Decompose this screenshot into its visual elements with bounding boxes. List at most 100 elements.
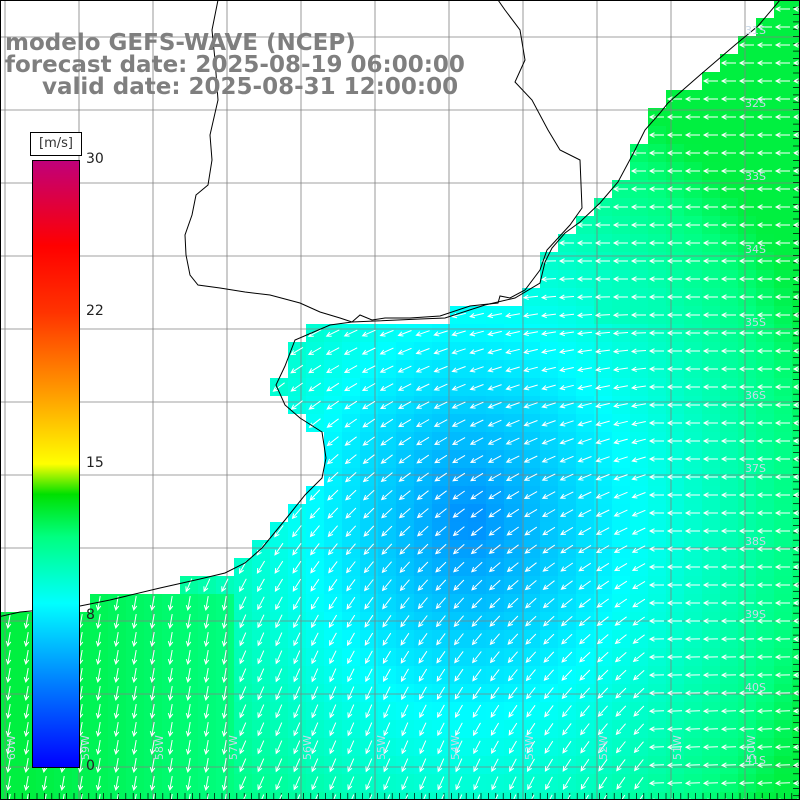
lon-label: 56W bbox=[301, 735, 314, 760]
wind-arrow bbox=[720, 654, 737, 660]
wind-arrow bbox=[594, 294, 611, 300]
wind-arrow bbox=[239, 578, 247, 593]
wind-arrow bbox=[362, 400, 376, 410]
wind-arrow bbox=[577, 366, 592, 373]
wind-arrow bbox=[720, 438, 736, 444]
wind-arrow bbox=[188, 794, 191, 800]
wind-arrow bbox=[774, 42, 790, 48]
wind-arrow bbox=[5, 704, 12, 719]
wind-arrow bbox=[684, 222, 700, 228]
wind-arrow bbox=[221, 758, 228, 773]
wind-arrow bbox=[347, 758, 355, 773]
wind-arrow bbox=[616, 776, 626, 790]
wind-arrow bbox=[401, 722, 409, 737]
wind-arrow bbox=[630, 294, 646, 300]
wind-arrow bbox=[738, 366, 754, 372]
wind-arrow bbox=[702, 564, 718, 570]
wind-arrow bbox=[738, 330, 754, 336]
wind-arrow bbox=[98, 794, 101, 800]
wind-arrow bbox=[756, 78, 772, 84]
ocean-cell bbox=[180, 792, 198, 800]
wind-arrow bbox=[720, 114, 736, 120]
wind-arrow bbox=[203, 740, 210, 755]
wind-arrow bbox=[365, 704, 373, 719]
wind-arrow bbox=[560, 616, 573, 627]
colorbar-tick-15: 15 bbox=[86, 455, 104, 471]
wind-arrow bbox=[311, 614, 319, 629]
wind-arrow bbox=[541, 384, 556, 391]
wind-arrow bbox=[720, 276, 736, 282]
wind-arrow bbox=[630, 330, 647, 336]
wind-arrow bbox=[684, 690, 701, 696]
ocean-cell bbox=[414, 792, 432, 800]
wind-arrow bbox=[774, 384, 790, 390]
wind-arrow bbox=[5, 740, 12, 755]
wind-arrow bbox=[290, 382, 303, 392]
wind-arrow bbox=[594, 258, 610, 264]
wind-arrow bbox=[455, 776, 463, 791]
wind-arrow bbox=[203, 650, 210, 665]
wind-arrow bbox=[433, 365, 448, 373]
wind-arrow bbox=[615, 669, 627, 681]
wind-arrow bbox=[561, 687, 572, 700]
wind-arrow bbox=[400, 668, 409, 683]
wind-arrow bbox=[113, 758, 120, 773]
wind-arrow bbox=[666, 150, 682, 156]
lon-label: 52W bbox=[597, 735, 610, 760]
wind-arrow bbox=[95, 722, 102, 737]
wind-arrow bbox=[648, 510, 664, 516]
wind-arrow bbox=[792, 564, 800, 570]
wind-arrow bbox=[95, 632, 102, 647]
wind-arrow bbox=[774, 456, 790, 462]
wind-arrow bbox=[329, 722, 337, 737]
wind-arrow bbox=[311, 722, 319, 737]
wind-arrow bbox=[203, 578, 211, 593]
ocean-cell bbox=[522, 792, 540, 800]
wind-arrow bbox=[221, 722, 228, 737]
ocean-cell bbox=[774, 792, 792, 800]
wind-arrow bbox=[505, 384, 520, 391]
wind-arrow bbox=[329, 740, 337, 755]
wind-arrow bbox=[471, 615, 483, 628]
wind-arrow bbox=[545, 776, 553, 791]
wind-arrow bbox=[630, 204, 646, 210]
wind-arrow bbox=[293, 632, 301, 647]
wind-arrow bbox=[702, 366, 718, 372]
wind-arrow bbox=[310, 561, 320, 574]
wind-arrow bbox=[558, 276, 575, 282]
wind-arrow bbox=[507, 597, 519, 609]
wind-arrow bbox=[562, 723, 572, 736]
lat-label: 40S bbox=[745, 681, 766, 694]
wind-arrow bbox=[702, 528, 718, 534]
wind-arrow bbox=[401, 776, 409, 791]
wind-arrow bbox=[595, 420, 610, 427]
wind-arrow bbox=[257, 578, 265, 593]
wind-arrow bbox=[59, 776, 66, 791]
wind-arrow bbox=[648, 528, 664, 534]
wind-arrow bbox=[738, 474, 754, 480]
wind-arrow bbox=[379, 365, 394, 373]
wind-arrow bbox=[506, 508, 520, 518]
wind-arrow bbox=[559, 366, 574, 373]
wind-arrow bbox=[684, 402, 700, 408]
lon-label: 58W bbox=[153, 735, 166, 760]
wind-arrow bbox=[5, 686, 12, 701]
ocean-cell bbox=[216, 792, 234, 800]
wind-arrow bbox=[437, 776, 445, 791]
wind-arrow bbox=[774, 582, 790, 588]
wind-arrow bbox=[756, 276, 772, 282]
wind-arrow bbox=[113, 722, 120, 737]
wind-arrow bbox=[476, 794, 481, 800]
wind-arrow bbox=[684, 510, 700, 516]
wind-arrow bbox=[506, 580, 519, 591]
wind-arrow bbox=[594, 240, 610, 246]
wind-arrow bbox=[756, 222, 772, 228]
wind-arrow bbox=[666, 762, 683, 768]
wind-arrow bbox=[595, 348, 610, 355]
country-border bbox=[184, 0, 583, 323]
wind-arrow bbox=[597, 705, 608, 718]
wind-arrow bbox=[648, 600, 664, 606]
wind-arrow bbox=[472, 669, 482, 682]
wind-arrow bbox=[469, 330, 484, 337]
wind-arrow bbox=[598, 741, 608, 754]
